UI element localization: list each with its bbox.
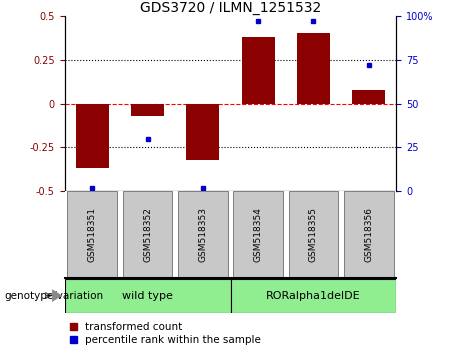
Text: genotype/variation: genotype/variation [5,291,104,301]
Bar [178,191,228,278]
Bar [230,279,396,313]
Text: RORalpha1delDE: RORalpha1delDE [266,291,361,301]
Bar [233,191,283,278]
Bar [289,191,338,278]
Bar [131,103,164,116]
Bar [297,33,330,103]
Text: GSM518353: GSM518353 [198,207,207,262]
Text: GSM518352: GSM518352 [143,207,152,262]
Text: GSM518356: GSM518356 [364,207,373,262]
Bar [186,103,219,160]
Bar [242,37,275,103]
Text: GSM518351: GSM518351 [88,207,97,262]
Text: GSM518354: GSM518354 [254,207,263,262]
Bar [65,279,230,313]
Bar [123,191,172,278]
Bar [344,191,394,278]
Bar [76,103,109,169]
Legend: transformed count, percentile rank within the sample: transformed count, percentile rank withi… [70,322,261,345]
Title: GDS3720 / ILMN_1251532: GDS3720 / ILMN_1251532 [140,1,321,15]
Text: GSM518355: GSM518355 [309,207,318,262]
Bar [67,191,117,278]
Bar [352,90,385,103]
Text: wild type: wild type [122,291,173,301]
